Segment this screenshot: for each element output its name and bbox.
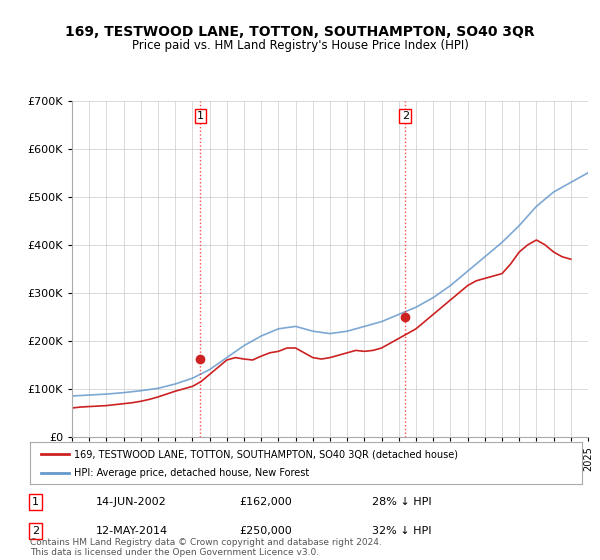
Text: 1: 1 — [197, 111, 204, 121]
Text: 12-MAY-2014: 12-MAY-2014 — [96, 526, 169, 536]
Text: 2: 2 — [401, 111, 409, 121]
Text: Contains HM Land Registry data © Crown copyright and database right 2024.
This d: Contains HM Land Registry data © Crown c… — [30, 538, 382, 557]
Text: 169, TESTWOOD LANE, TOTTON, SOUTHAMPTON, SO40 3QR (detached house): 169, TESTWOOD LANE, TOTTON, SOUTHAMPTON,… — [74, 449, 458, 459]
Text: £250,000: £250,000 — [240, 526, 293, 536]
Text: 169, TESTWOOD LANE, TOTTON, SOUTHAMPTON, SO40 3QR: 169, TESTWOOD LANE, TOTTON, SOUTHAMPTON,… — [65, 25, 535, 39]
Text: HPI: Average price, detached house, New Forest: HPI: Average price, detached house, New … — [74, 468, 310, 478]
Text: 1: 1 — [32, 497, 39, 507]
Text: 2: 2 — [32, 526, 39, 536]
Text: 28% ↓ HPI: 28% ↓ HPI — [372, 497, 432, 507]
Text: £162,000: £162,000 — [240, 497, 293, 507]
Text: 14-JUN-2002: 14-JUN-2002 — [96, 497, 167, 507]
Text: 32% ↓ HPI: 32% ↓ HPI — [372, 526, 432, 536]
Text: Price paid vs. HM Land Registry's House Price Index (HPI): Price paid vs. HM Land Registry's House … — [131, 39, 469, 52]
